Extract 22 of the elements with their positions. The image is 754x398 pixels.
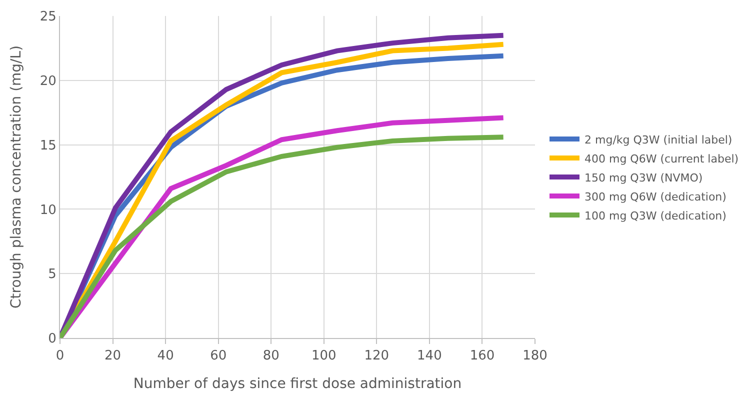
y-axis-title: Ctrough plasma concentration (mg/L) bbox=[8, 45, 24, 309]
x-tick-label: 40 bbox=[157, 348, 174, 364]
y-tick-label: 25 bbox=[40, 10, 56, 25]
legend-label: 2 mg/kg Q3W (initial label) bbox=[584, 133, 732, 146]
y-tick-label: 5 bbox=[48, 267, 56, 282]
y-tick-label: 15 bbox=[40, 138, 56, 154]
y-tick-label: 10 bbox=[40, 202, 56, 218]
x-axis-title: Number of days since first dose administration bbox=[133, 376, 462, 392]
x-tick-label: 100 bbox=[311, 348, 336, 364]
x-tick-label: 160 bbox=[470, 348, 495, 364]
y-tick-label: 20 bbox=[40, 74, 56, 89]
legend-label: 300 mg Q6W (dedication) bbox=[584, 190, 726, 204]
x-tick-label: 20 bbox=[104, 348, 122, 364]
legend-label: 400 mg Q6W (current label) bbox=[584, 152, 739, 166]
y-tick-label: 0 bbox=[48, 332, 56, 347]
x-tick-label: 80 bbox=[262, 348, 280, 364]
legend-label: 150 mg Q3W (NVMO) bbox=[584, 171, 703, 184]
x-tick-label: 60 bbox=[210, 348, 227, 364]
x-tick-label: 140 bbox=[417, 348, 442, 364]
x-tick-label: 180 bbox=[522, 348, 548, 364]
x-tick-label: 120 bbox=[364, 348, 390, 364]
legend-label: 100 mg Q3W (dedication) bbox=[584, 209, 726, 222]
